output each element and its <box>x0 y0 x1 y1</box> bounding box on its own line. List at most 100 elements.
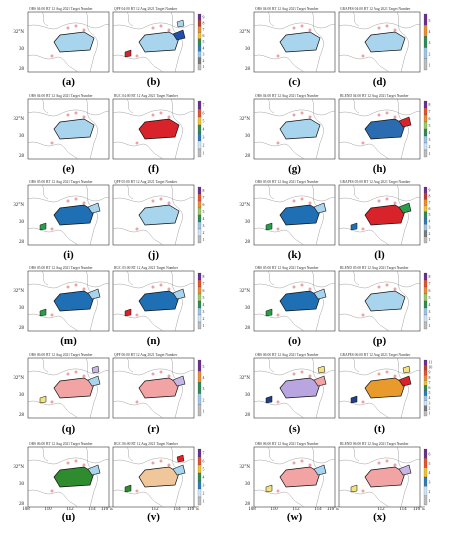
province-boundary <box>338 457 421 465</box>
storm-target-area <box>87 375 101 387</box>
storm-target-area <box>279 290 321 312</box>
colorbar-swatch <box>423 211 428 219</box>
colorbar-swatch <box>423 314 428 323</box>
province-boundary <box>27 281 110 289</box>
panel-label: (k) <box>288 249 302 261</box>
panel: OBS 05:00 BT 12 Aug 2021 Target Number (k… <box>253 180 336 261</box>
target-marker <box>151 372 155 376</box>
y-tick-label: 30 <box>19 220 25 225</box>
colorbar-label: 9 <box>429 371 431 375</box>
x-tick-label: 116°E <box>101 507 113 512</box>
colorbar-swatch <box>423 13 428 26</box>
colorbar-swatch <box>423 218 428 225</box>
colorbar-swatch <box>197 132 202 142</box>
province-boundary <box>41 357 49 373</box>
colorbar-label: 6 <box>429 207 431 211</box>
x-tick-label: 116°E <box>413 507 425 512</box>
colorbar-swatch <box>197 63 202 71</box>
y-tick-label: 32°N <box>239 30 250 35</box>
panel: OBS 04:00 BT 12 Aug 2021 Target Number (a… <box>27 7 110 88</box>
province-boundary <box>253 368 336 376</box>
target-marker <box>159 197 163 201</box>
province-boundary <box>253 22 336 30</box>
target-marker <box>385 111 389 115</box>
colorbar-swatch <box>197 448 202 458</box>
panel: OBS 04:00 BT 12 Aug 2021 Target Number (e… <box>27 94 110 175</box>
colorbar-label: 8 <box>429 195 431 199</box>
storm-target-area <box>279 377 321 399</box>
colorbar-swatch <box>423 448 428 459</box>
province-boundary <box>112 281 195 289</box>
province-boundary <box>338 22 421 30</box>
colorbar-label: 1 <box>429 238 431 242</box>
x-tick-label: 116°E <box>327 507 339 512</box>
colorbar-label: 2 <box>429 490 431 494</box>
colorbar-swatch <box>197 488 202 498</box>
colorbar-label: 5 <box>203 365 205 369</box>
storm-target-area <box>39 395 47 404</box>
panel: OBS 06:00 BT 12 Aug 2021 Target Number (w… <box>253 442 336 523</box>
colorbar-label: 5 <box>203 120 205 124</box>
colorbar-label: 1 <box>203 500 205 504</box>
panel-title: OBS 05:00 BT 12 Aug 2021 Target Number <box>255 266 319 270</box>
storm-target-area <box>398 464 412 476</box>
colorbar-swatch <box>197 393 202 405</box>
colorbar-label: 2 <box>203 398 205 402</box>
colorbar-swatch <box>423 36 428 48</box>
target-marker <box>276 313 280 317</box>
colorbar-label: 6 <box>203 34 205 38</box>
colorbar-swatch <box>197 272 202 281</box>
colorbar-label: 5 <box>203 210 205 214</box>
target-marker <box>361 400 365 404</box>
y-tick-label: 32°N <box>239 203 250 208</box>
province-boundary <box>126 11 134 27</box>
storm-target-area <box>53 31 95 53</box>
target-marker <box>82 28 86 32</box>
colorbar-label: 5 <box>429 213 431 217</box>
y-tick-label: 30 <box>245 47 251 52</box>
x-tick-label: 112 <box>66 507 74 512</box>
colorbar-label: 3 <box>203 224 205 228</box>
province-boundary <box>253 400 305 419</box>
colorbar-swatch <box>197 13 202 21</box>
storm-target-area <box>53 118 95 140</box>
panel: QPF 04:00 BT 12 Aug 2021 Target Number 9 8… <box>112 7 205 88</box>
x-tick-label: 116°E <box>187 507 199 512</box>
colorbar-label: 2 <box>429 317 431 321</box>
y-tick-label: 32°N <box>13 289 24 294</box>
panel-title: OBS 06:00 BT 12 Aug 2021 Target Number <box>255 353 319 357</box>
target-marker <box>151 285 155 289</box>
target-marker <box>167 115 171 119</box>
colorbar-swatch <box>197 300 202 309</box>
colorbar-label: 4 <box>429 471 431 475</box>
colorbar-swatch <box>423 58 428 71</box>
province-boundary <box>112 489 164 508</box>
colorbar-label: 8 <box>429 376 431 380</box>
colorbar-swatch <box>197 214 202 223</box>
panel: RUC 05:00 BT 12 Aug 2021 Target Number 8 7… <box>112 266 205 347</box>
panel: BLEND 06:00 BT 12 Aug 2021 Target Number… <box>338 442 431 523</box>
panel: OBS 04:00 BT 12 Aug 2021 Target Number (g… <box>253 94 336 175</box>
target-marker <box>151 199 155 203</box>
storm-target-area <box>138 290 180 312</box>
colorbar-swatch <box>197 148 202 158</box>
province-boundary <box>170 184 183 246</box>
y-tick-label: 28 <box>19 502 25 507</box>
panel-label: (s) <box>289 423 301 435</box>
storm-target-area <box>53 466 95 488</box>
y-tick-label: 28 <box>245 502 251 507</box>
target-marker <box>292 26 296 30</box>
colorbar-swatch <box>197 279 202 288</box>
colorbar-label: 2 <box>429 232 431 236</box>
storm-target-area <box>176 454 185 463</box>
panel-title: QPF 04:00 BT 12 Aug 2021 Target Number <box>114 7 178 11</box>
storm-target-area <box>265 308 273 317</box>
x-tick-label: 110 <box>270 507 278 512</box>
colorbar-label: 2 <box>203 492 205 496</box>
target-marker <box>377 26 381 30</box>
province-boundary <box>112 54 164 73</box>
colorbar-swatch <box>423 135 428 144</box>
colorbar-label: 7 <box>429 381 431 385</box>
storm-target-area <box>313 202 327 214</box>
